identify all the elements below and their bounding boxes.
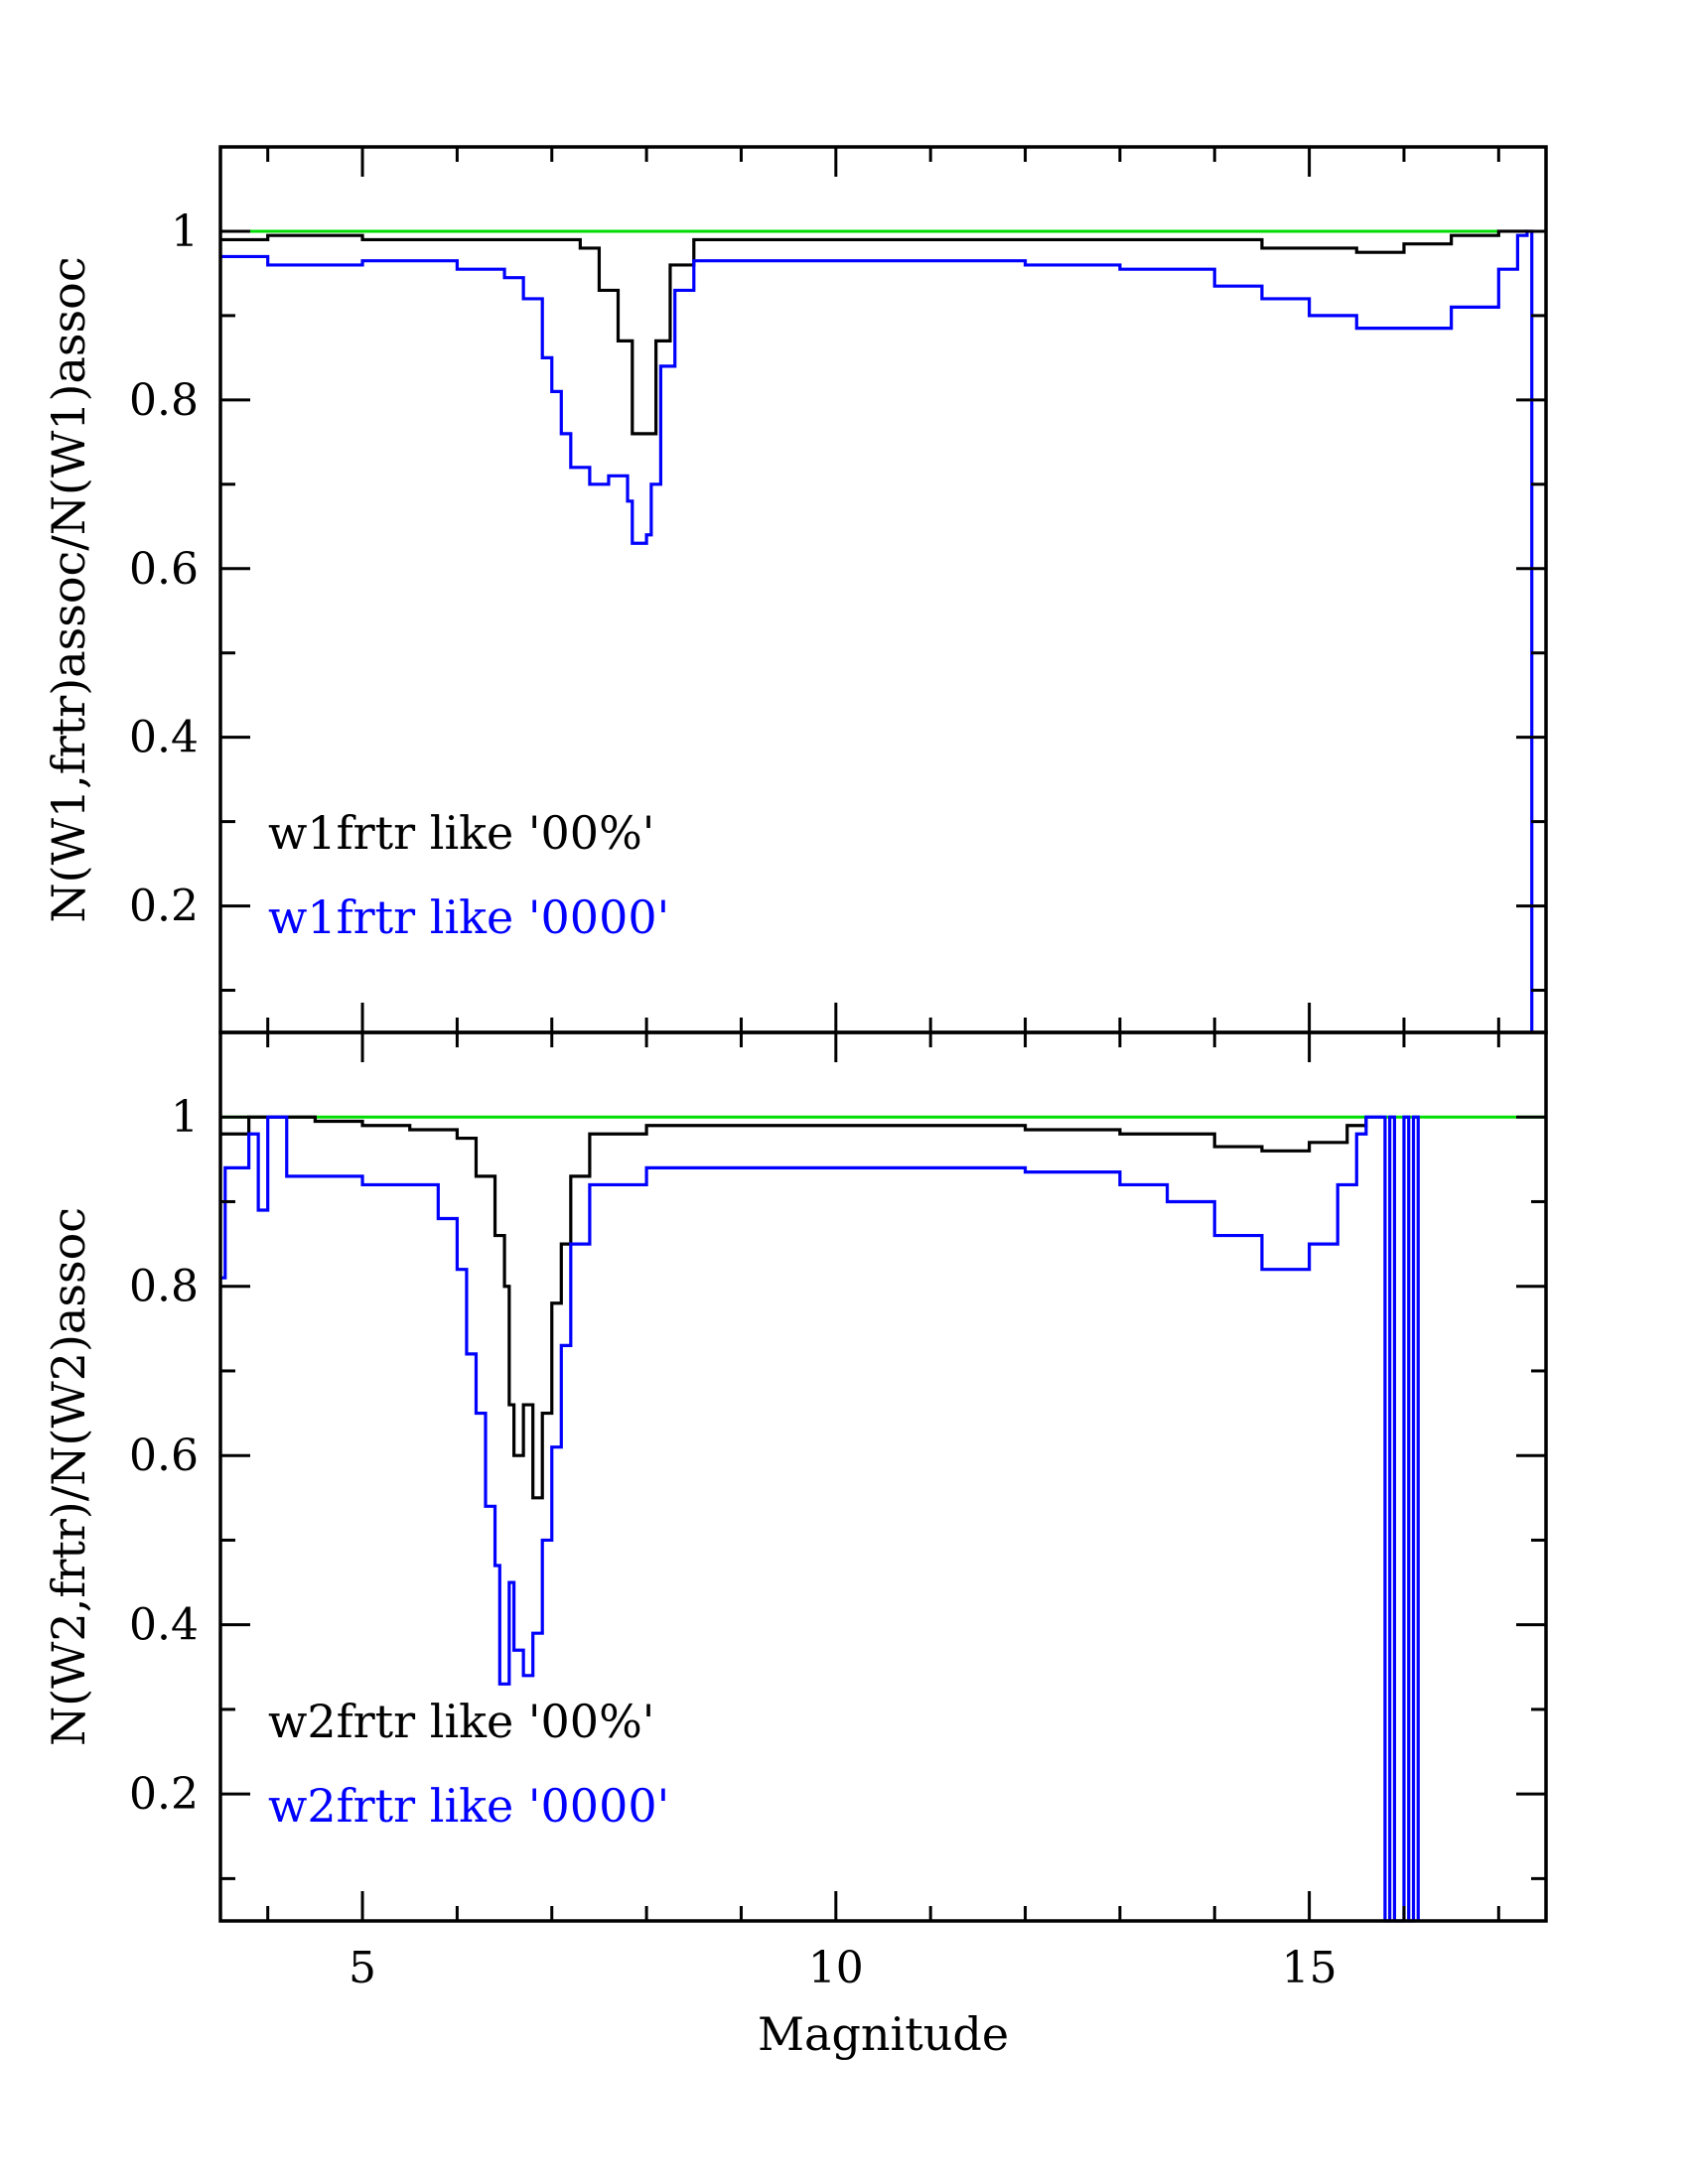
chart1-legend-entry-1: w2frtr like '0000' [268, 1779, 669, 1833]
chart0-legend-entry-1: w1frtr like '0000' [268, 890, 669, 944]
chart0-legend-entry-0: w1frtr like '00%' [268, 806, 654, 860]
chart0-y-tick-label: 0.8 [129, 375, 199, 426]
chart1-y-tick-label: 0.8 [129, 1262, 199, 1312]
chart1-series-1-line [220, 1115, 1420, 1923]
top-panel: 0.2 0.4 0.6 0.8 1 N(W1,frtr)assoc/N(W1)assoc w… [42, 145, 1548, 1034]
chart1-x-tick-label: 5 [349, 1943, 376, 1993]
chart1-series-0-line [220, 1115, 1368, 1500]
chart0-y-tick-label: 0.2 [129, 882, 199, 932]
chart1-y-tick-label: 0.6 [129, 1431, 199, 1481]
chart1-y-tick-label: 1 [171, 1092, 199, 1143]
chart1-y-axis-label: N(W2,frtr)/N(W2)assoc [42, 1207, 95, 1746]
chart0-y-tick-label: 0.4 [129, 713, 199, 763]
chart1-y-tick-label: 0.2 [129, 1769, 199, 1820]
chart1-x-tick-label: 10 [808, 1943, 864, 1993]
chart1-legend-entry-0: w2frtr like '00%' [268, 1695, 654, 1748]
chart1-y-tick-label: 0.4 [129, 1600, 199, 1651]
chart0-y-tick-label: 1 [171, 206, 199, 257]
chart1-plot-frame [218, 1030, 1548, 1923]
chart0-y-tick-label: 0.6 [129, 544, 199, 595]
bottom-panel: 5 10 15 0.2 0.4 0.6 0.8 1 N(W2,frtr)/N(W2)assoc M… [42, 1030, 1548, 2061]
chart1-x-tick-label: 15 [1282, 1943, 1337, 1993]
chart0-y-axis-label: N(W1,frtr)assoc/N(W1)assoc [42, 256, 95, 922]
chart0-series-1-line [220, 229, 1534, 1032]
chart0-series-0-line [220, 229, 1527, 436]
chart1-x-axis-label: Magnitude [758, 2007, 1009, 2061]
